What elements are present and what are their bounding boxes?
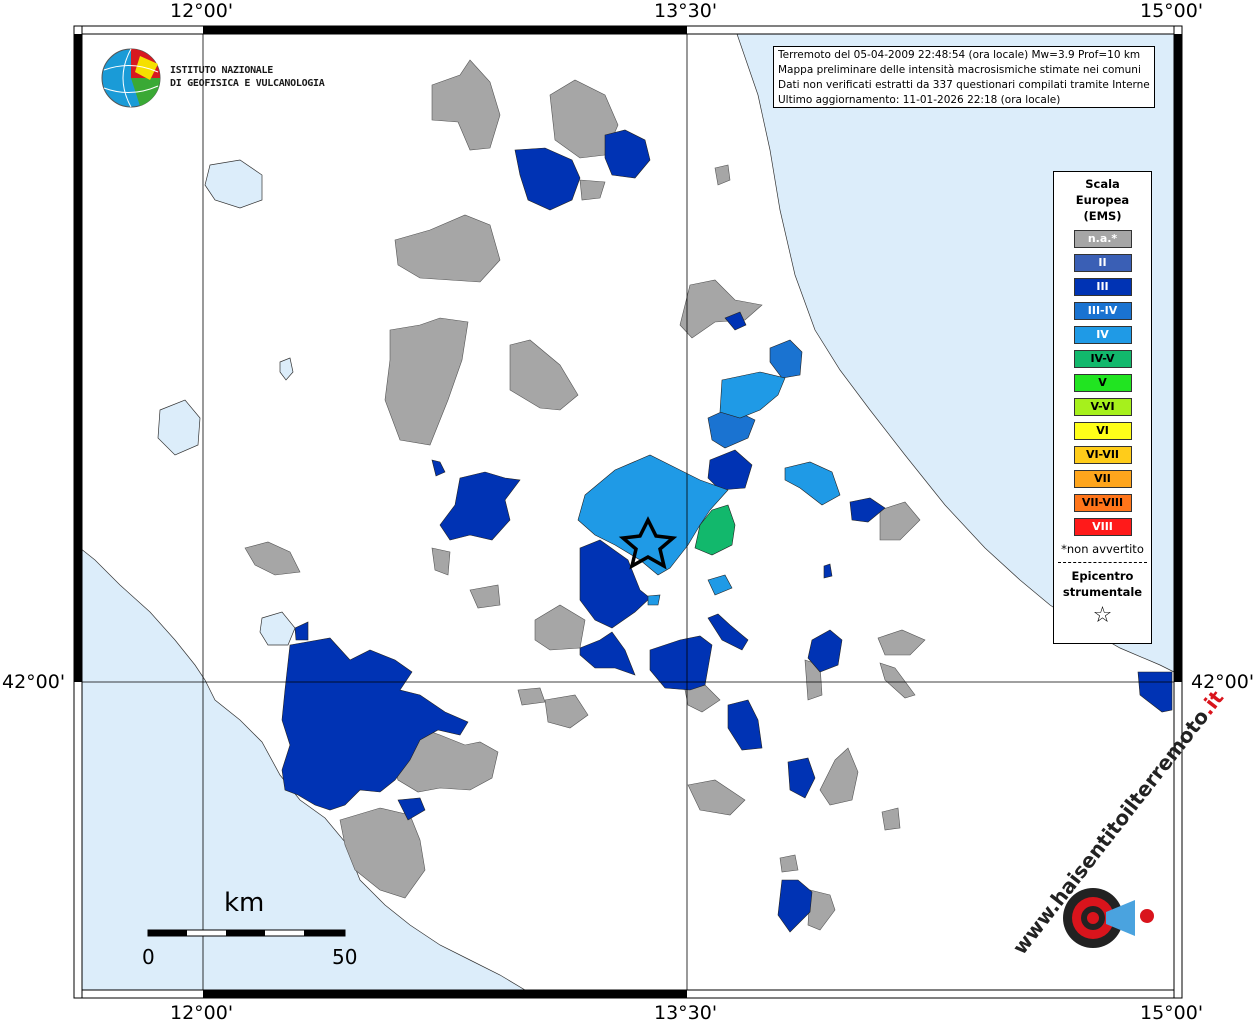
legend-epicenter-label: Epicentro strumentale xyxy=(1054,568,1151,600)
tyrrhenian-sea xyxy=(79,547,527,991)
legend-item: VII xyxy=(1073,470,1132,488)
municipalities-iii xyxy=(281,129,1173,933)
legend-star-icon: ☆ xyxy=(1092,603,1113,628)
event-info-line-2: Mappa preliminare delle intensità macros… xyxy=(778,64,1141,76)
top-lon-label-2: 13°30' xyxy=(654,0,718,22)
legend-epi-line-2: strumentale xyxy=(1062,585,1143,599)
legend-item: V xyxy=(1073,374,1132,392)
left-lat-label: 42°00' xyxy=(2,671,66,693)
top-lon-label-3: 15°00' xyxy=(1140,0,1204,22)
legend-item: III-IV xyxy=(1073,302,1132,320)
legend-title-line-2: Europea xyxy=(1075,193,1130,207)
epicenter-star-icon xyxy=(618,516,678,570)
institute-line-2: DI GEOFISICA E VULCANOLOGIA xyxy=(170,78,325,89)
legend-epi-line-1: Epicentro xyxy=(1071,569,1134,583)
legend-item: III xyxy=(1073,278,1132,296)
event-info-line-1: Terremoto del 05-04-2009 22:48:54 (ora l… xyxy=(778,49,1141,61)
municipalities-na xyxy=(244,59,926,931)
legend-separator xyxy=(1058,562,1147,563)
legend-item: VIII xyxy=(1073,518,1132,536)
ingv-logo xyxy=(101,48,161,108)
legend-item: VII-VIII xyxy=(1073,494,1132,512)
lake-small xyxy=(279,357,294,381)
legend-title-line-1: Scala xyxy=(1085,177,1120,191)
legend-title: Scala Europea (EMS) xyxy=(1054,176,1151,224)
scale-title: km xyxy=(224,888,265,918)
rome-municipality xyxy=(281,637,469,811)
scale-max-label: 50 xyxy=(332,945,358,969)
event-info-line-4: Ultimo aggiornamento: 11-01-2026 22:18 (… xyxy=(778,94,1061,106)
right-lat-label: 42°00' xyxy=(1191,671,1255,693)
scale-bar xyxy=(147,929,346,937)
graticule xyxy=(80,34,1174,990)
municipalities-iv-v xyxy=(694,504,736,556)
ems-legend: Scala Europea (EMS) n.a.* II III III-IV IV IV… xyxy=(1053,171,1152,644)
map-frame xyxy=(73,25,1183,999)
institute-name: ISTITUTO NAZIONALE DI GEOFISICA E VULCAN… xyxy=(170,64,325,90)
top-lon-label-1: 12°00' xyxy=(170,0,234,22)
legend-item: IV-V xyxy=(1073,350,1132,368)
lake-bolsena xyxy=(204,159,263,209)
legend-items: n.a.* II III III-IV IV IV-V V V-VI VI VI-VII VII VI… xyxy=(1054,230,1151,536)
legend-title-line-3: (EMS) xyxy=(1083,209,1122,223)
event-info-box: Terremoto del 05-04-2009 22:48:54 (ora l… xyxy=(773,46,1155,108)
legend-item: V-VI xyxy=(1073,398,1132,416)
municipalities-iv xyxy=(577,371,841,606)
event-info-line-3: Dati non verificati estratti da 337 ques… xyxy=(778,79,1150,91)
bottom-lon-label-2: 13°30' xyxy=(654,1002,718,1024)
legend-item: VI xyxy=(1073,422,1132,440)
legend-item: II xyxy=(1073,254,1132,272)
legend-note: *non avvertito xyxy=(1061,542,1144,556)
legend-item: n.a.* xyxy=(1073,230,1132,248)
bottom-lon-label-3: 15°00' xyxy=(1140,1002,1204,1024)
lake-trasimeno xyxy=(157,399,201,456)
haisentito-logo-icon xyxy=(1063,888,1154,948)
institute-line-1: ISTITUTO NAZIONALE xyxy=(170,65,273,76)
bottom-lon-label-1: 12°00' xyxy=(170,1002,234,1024)
lake-bracciano xyxy=(259,611,296,646)
legend-item: IV xyxy=(1073,326,1132,344)
legend-item: VI-VII xyxy=(1073,446,1132,464)
scale-zero-label: 0 xyxy=(142,945,155,969)
